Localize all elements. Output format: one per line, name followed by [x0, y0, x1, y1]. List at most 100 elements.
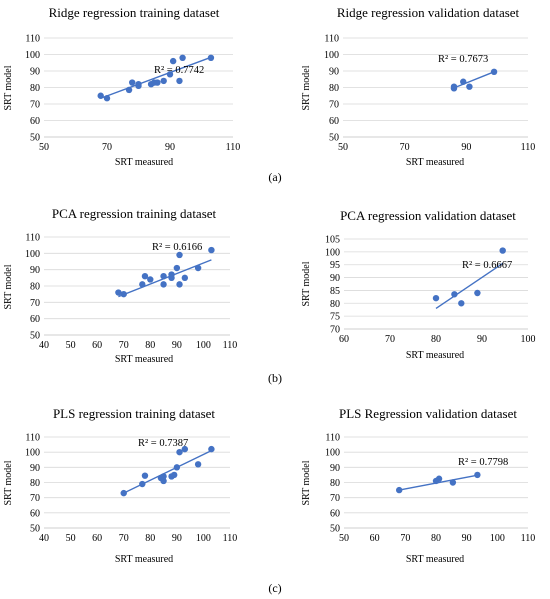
x-tick-label: 70	[400, 142, 410, 153]
data-point	[129, 79, 136, 86]
y-tick-label: 80	[330, 299, 340, 310]
x-axis-label: SRT measured	[115, 554, 173, 565]
data-point	[176, 251, 183, 259]
r-squared-label: R² = 0.6166	[152, 242, 202, 253]
chart-6: 50 60 70 80 90 100 110 50 60 70 80 90 100 110 PLS Regr…	[301, 406, 535, 565]
r-squared-label: R² = 0.7798	[458, 457, 508, 468]
y-tick-label: 60	[30, 116, 40, 127]
data-point	[141, 472, 149, 479]
data-point	[499, 247, 506, 254]
y-tick-label: 70	[30, 298, 40, 309]
y-tick-label: 50	[30, 133, 40, 144]
data-point	[154, 79, 161, 86]
y-tick-label: 110	[25, 433, 40, 444]
data-point	[179, 54, 186, 61]
data-point	[208, 246, 215, 254]
x-tick-label: 110	[521, 533, 536, 544]
r-squared-label: R² = 0.7742	[154, 65, 204, 76]
data-point	[181, 445, 189, 453]
x-tick-label: 90	[477, 334, 487, 345]
y-tick-label: 105	[325, 235, 340, 246]
data-point	[474, 471, 481, 479]
chart-title: Ridge regression validation dataset	[337, 5, 520, 20]
data-point	[173, 464, 181, 471]
y-tick-label: 100	[25, 249, 40, 260]
x-axis-label: SRT measured	[115, 157, 173, 168]
chart-title: PCA regression training dataset	[52, 206, 217, 221]
y-tick-label: 85	[330, 286, 340, 297]
x-axis-label: SRT measured	[406, 157, 464, 168]
r-squared-label: R² = 0.6667	[462, 260, 512, 271]
x-tick-label: 90	[461, 142, 471, 153]
r-squared-label: R² = 0.7673	[438, 54, 488, 65]
data-point	[449, 479, 457, 486]
y-tick-label: 70	[330, 325, 340, 336]
data-point	[451, 291, 458, 298]
data-point	[466, 83, 473, 90]
data-point	[176, 448, 183, 456]
y-axis-label: SRT model	[3, 460, 14, 505]
data-point	[139, 281, 146, 288]
chart-title: PLS Regression validation dataset	[339, 406, 517, 421]
data-point	[97, 92, 104, 99]
x-tick-label: 70	[102, 142, 112, 153]
y-tick-label: 90	[330, 463, 340, 474]
panel-label-a: (a)	[268, 170, 281, 184]
data-point	[460, 78, 467, 85]
x-tick-label: 50	[66, 533, 76, 544]
y-axis-label: SRT model	[3, 264, 14, 309]
y-tick-label: 75	[330, 312, 340, 323]
y-tick-label: 100	[324, 50, 339, 61]
data-point	[120, 489, 127, 497]
x-tick-label: 90	[172, 533, 182, 544]
x-tick-label: 60	[92, 533, 102, 544]
data-point	[435, 475, 443, 482]
y-tick-label: 70	[329, 100, 339, 111]
y-tick-label: 90	[329, 67, 339, 78]
data-point	[176, 281, 183, 288]
data-point	[125, 86, 133, 94]
chart-title: Ridge regression training dataset	[49, 5, 220, 20]
data-point	[169, 57, 177, 65]
y-tick-label: 80	[330, 478, 340, 489]
x-tick-label: 90	[172, 340, 182, 351]
chart-title: PCA regression validation dataset	[340, 208, 516, 223]
trendline	[399, 474, 480, 491]
data-point	[160, 473, 167, 480]
r-squared-label: R² = 0.7387	[138, 438, 188, 449]
data-point	[474, 289, 481, 297]
data-point	[171, 471, 178, 479]
y-tick-label: 70	[30, 100, 40, 111]
data-point	[458, 300, 465, 307]
y-axis-label: SRT model	[301, 261, 312, 306]
x-tick-label: 50	[39, 142, 49, 153]
data-point	[490, 68, 498, 76]
data-point	[432, 294, 440, 302]
data-point	[396, 486, 403, 494]
y-tick-label: 80	[30, 478, 40, 489]
x-tick-label: 110	[223, 340, 238, 351]
data-point	[450, 83, 458, 90]
x-tick-label: 110	[223, 533, 238, 544]
data-point	[120, 290, 127, 298]
x-tick-label: 90	[165, 142, 175, 153]
y-axis-label: SRT model	[301, 460, 312, 505]
x-tick-label: 100	[490, 533, 505, 544]
x-tick-label: 80	[145, 340, 155, 351]
trendline	[100, 56, 212, 99]
data-point	[160, 477, 167, 485]
data-point	[160, 77, 167, 85]
y-tick-label: 110	[25, 233, 40, 244]
x-tick-label: 80	[431, 533, 441, 544]
y-tick-label: 70	[330, 493, 340, 504]
data-point	[176, 77, 183, 85]
x-tick-label: 60	[92, 340, 102, 351]
data-point	[141, 273, 149, 280]
chart-1: 50 60 70 80 90 100 110 50 70 90 110 Ridge regressio…	[3, 5, 240, 168]
panel-label-b: (b)	[268, 371, 282, 385]
y-tick-label: 95	[330, 260, 340, 271]
x-tick-label: 50	[66, 340, 76, 351]
